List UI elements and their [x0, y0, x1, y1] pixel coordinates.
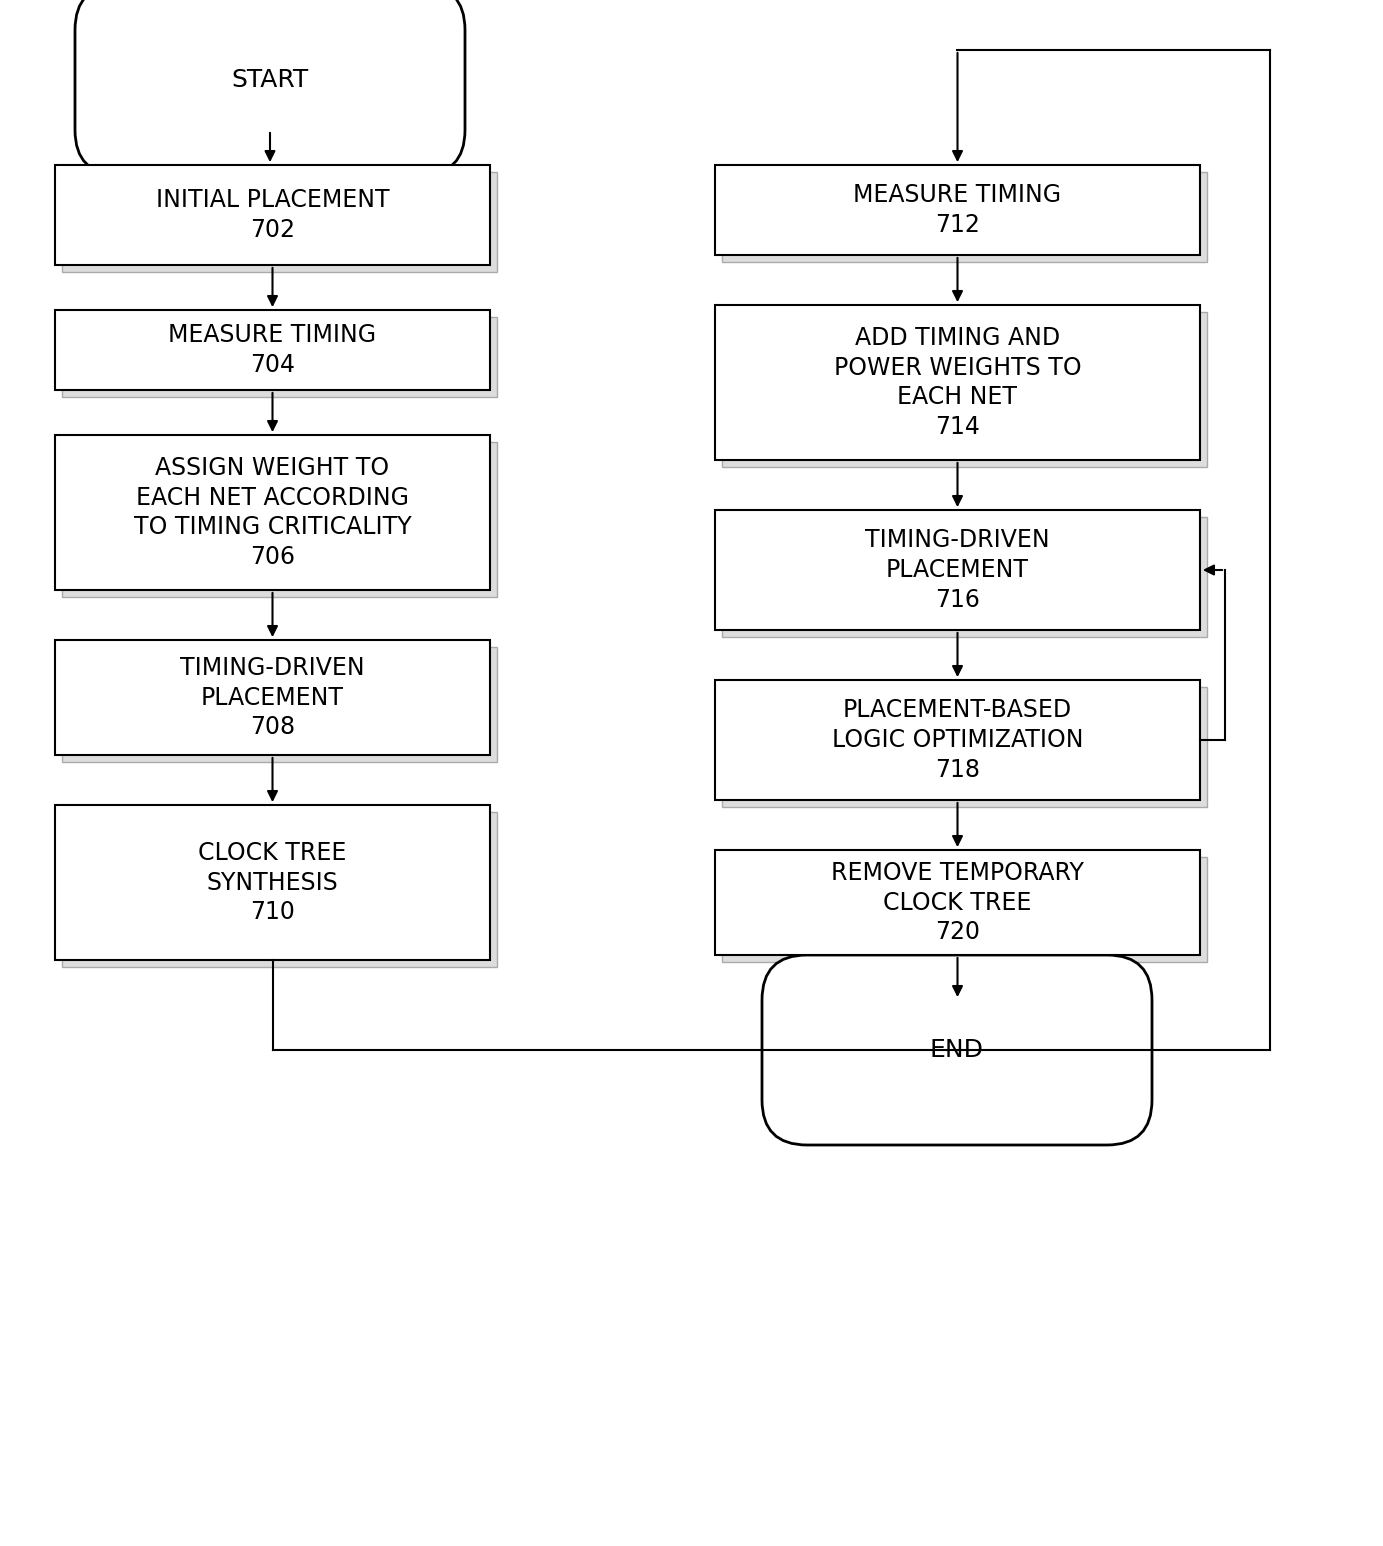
Bar [722, 856, 1207, 962]
Bar [62, 442, 496, 597]
Bar [722, 686, 1207, 807]
Text: ADD TIMING AND
POWER WEIGHTS TO
EACH NET
714: ADD TIMING AND POWER WEIGHTS TO EACH NET… [834, 326, 1082, 439]
FancyBboxPatch shape [762, 955, 1152, 1146]
Bar [55, 434, 490, 591]
Text: TIMING-DRIVEN
PLACEMENT
716: TIMING-DRIVEN PLACEMENT 716 [866, 529, 1050, 612]
Bar [715, 680, 1200, 799]
Text: PLACEMENT-BASED
LOGIC OPTIMIZATION
718: PLACEMENT-BASED LOGIC OPTIMIZATION 718 [831, 699, 1083, 782]
Bar [55, 311, 490, 390]
Bar [55, 640, 490, 754]
Text: START: START [231, 68, 308, 93]
Text: MEASURE TIMING
704: MEASURE TIMING 704 [169, 323, 376, 377]
Bar [55, 165, 490, 264]
Bar [715, 305, 1200, 461]
Bar [55, 805, 490, 960]
Bar [722, 516, 1207, 637]
Text: INITIAL PLACEMENT
702: INITIAL PLACEMENT 702 [156, 189, 389, 241]
Bar [715, 510, 1200, 631]
Bar [62, 812, 496, 966]
Text: TIMING-DRIVEN
PLACEMENT
708: TIMING-DRIVEN PLACEMENT 708 [180, 656, 365, 739]
Text: REMOVE TEMPORARY
CLOCK TREE
720: REMOVE TEMPORARY CLOCK TREE 720 [831, 861, 1084, 945]
Bar [722, 312, 1207, 467]
Text: END: END [929, 1037, 983, 1062]
Bar [722, 172, 1207, 261]
FancyBboxPatch shape [75, 0, 465, 175]
FancyBboxPatch shape [815, 1006, 1113, 1107]
FancyBboxPatch shape [127, 37, 427, 138]
Bar [62, 646, 496, 762]
Bar [62, 172, 496, 272]
Text: MEASURE TIMING
712: MEASURE TIMING 712 [853, 182, 1062, 237]
Text: ASSIGN WEIGHT TO
EACH NET ACCORDING
TO TIMING CRITICALITY
706: ASSIGN WEIGHT TO EACH NET ACCORDING TO T… [134, 456, 411, 569]
Bar [62, 317, 496, 397]
Bar [715, 165, 1200, 255]
Bar [715, 850, 1200, 955]
Text: CLOCK TREE
SYNTHESIS
710: CLOCK TREE SYNTHESIS 710 [198, 841, 347, 925]
